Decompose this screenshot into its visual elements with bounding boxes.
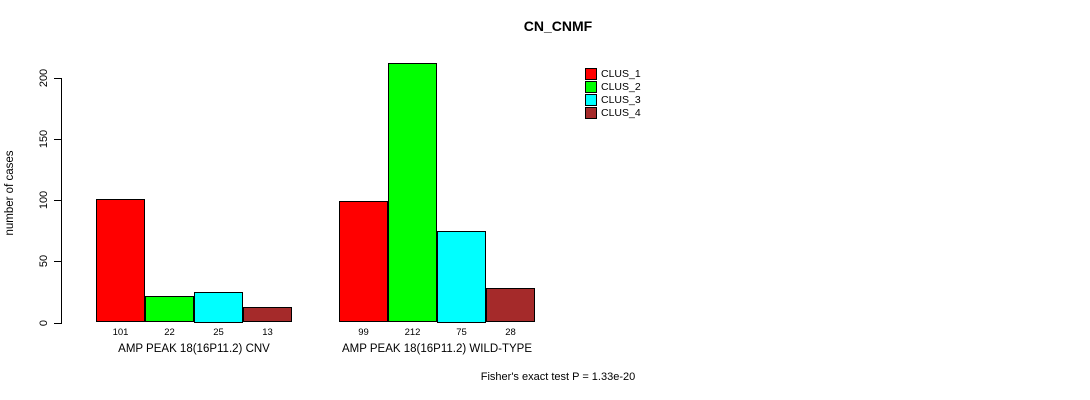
legend-swatch-icon <box>585 93 597 106</box>
bar-clus_3-group1 <box>194 291 243 323</box>
y-axis-tick <box>54 138 61 140</box>
legend-label: CLUS_2 <box>601 80 641 93</box>
bar-clus_4-group2 <box>486 288 535 323</box>
bar-value-label: 22 <box>164 327 175 338</box>
y-axis-tick <box>54 261 61 263</box>
bar-clus_2-group2 <box>388 62 437 323</box>
chart-title: CN_CNMF <box>523 18 593 34</box>
y-axis-tick-label: 0 <box>38 319 50 326</box>
bar-clus_1-group1 <box>96 198 145 323</box>
y-axis-line <box>61 77 62 324</box>
bar-value-label: 13 <box>262 327 273 338</box>
bar-clus_1-group2 <box>339 201 388 323</box>
legend-swatch-icon <box>585 106 597 119</box>
bar-clus_3-group2 <box>437 230 486 323</box>
bar-value-label: 25 <box>213 327 224 338</box>
bar-clus_4-group1 <box>243 306 292 323</box>
bar-clus_2-group1 <box>145 295 194 323</box>
y-axis-tick <box>54 322 61 324</box>
legend-item-clus_1: CLUS_1 <box>585 67 641 80</box>
y-axis-tick <box>54 77 61 79</box>
bar-value-label: 75 <box>456 327 467 338</box>
group-label: AMP PEAK 18(16P11.2) CNV <box>118 343 270 355</box>
fisher-test-annotation: Fisher's exact test P = 1.33e-20 <box>480 371 636 383</box>
legend: CLUS_1 CLUS_2 CLUS_3 CLUS_4 <box>585 67 641 119</box>
legend-swatch-icon <box>585 80 597 93</box>
legend-item-clus_2: CLUS_2 <box>585 80 641 93</box>
y-axis-tick <box>54 200 61 201</box>
bar-value-label: 101 <box>112 327 129 338</box>
legend-label: CLUS_3 <box>601 93 641 106</box>
legend-item-clus_4: CLUS_4 <box>585 106 641 119</box>
bar-value-label: 212 <box>404 327 421 338</box>
legend-item-clus_3: CLUS_3 <box>585 93 641 106</box>
legend-label: CLUS_4 <box>601 106 641 119</box>
y-axis-label: number of cases <box>4 150 16 236</box>
group-label: AMP PEAK 18(16P11.2) WILD-TYPE <box>341 343 533 355</box>
y-axis-tick-label: 150 <box>38 129 50 148</box>
y-axis-tick-label: 100 <box>38 190 50 210</box>
legend-swatch-icon <box>585 67 597 80</box>
bar-value-label: 99 <box>358 327 369 338</box>
y-axis-tick-label: 200 <box>38 68 50 87</box>
y-axis-tick-label: 50 <box>38 255 50 268</box>
bar-value-label: 28 <box>505 327 516 338</box>
legend-label: CLUS_1 <box>601 67 641 80</box>
